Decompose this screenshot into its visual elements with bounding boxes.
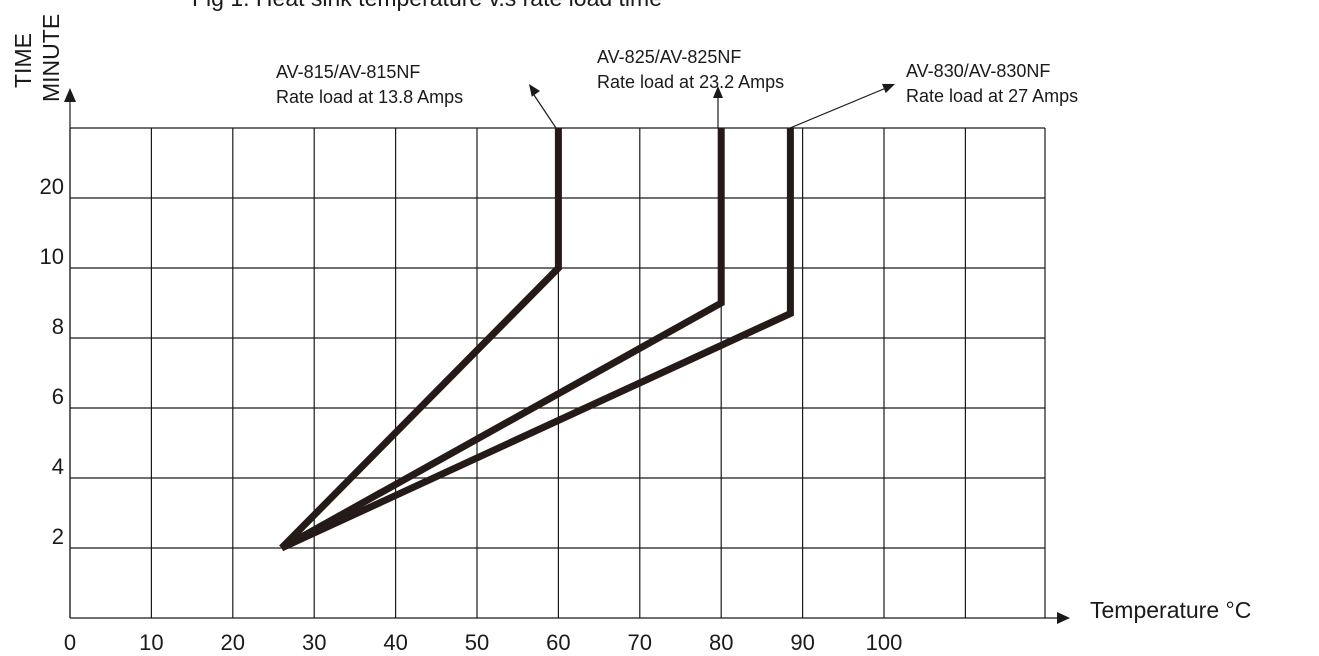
series-line-2 xyxy=(279,128,725,552)
x-tick-label: 50 xyxy=(465,630,489,655)
axes xyxy=(64,88,1070,624)
leader-arrowhead xyxy=(713,86,723,98)
x-tick-label: 100 xyxy=(866,630,903,655)
series-line-1 xyxy=(279,128,562,551)
y-tick-label: 2 xyxy=(52,524,64,549)
series-rate-label: Rate load at 13.8 Amps xyxy=(276,87,463,107)
y-tick-label: 20 xyxy=(40,174,64,199)
chart-title: Fig 1. Heat sink temperature v.s rate lo… xyxy=(192,0,662,11)
series-name-label: AV-825/AV-825NF xyxy=(597,47,741,67)
x-axis-label: Temperature °C xyxy=(1090,597,1251,623)
y-tick-label: 6 xyxy=(52,384,64,409)
x-axis-arrow xyxy=(1057,612,1070,624)
leader-line xyxy=(531,91,557,129)
series-line-3 xyxy=(280,128,794,552)
leader-line xyxy=(789,87,887,129)
x-tick-label: 80 xyxy=(709,630,733,655)
x-tick-label: 0 xyxy=(64,630,76,655)
series-name-label: AV-830/AV-830NF xyxy=(906,61,1050,81)
series-name-label: AV-815/AV-815NF xyxy=(276,62,420,82)
x-tick-labels: 0 10 20 30 40 50 60 70 80 90 100 xyxy=(64,630,902,655)
x-tick-label: 70 xyxy=(628,630,652,655)
x-tick-label: 90 xyxy=(790,630,814,655)
x-tick-label: 20 xyxy=(221,630,245,655)
annotations: AV-815/AV-815NF Rate load at 13.8 Amps AV-… xyxy=(276,47,1078,129)
series-rate-label: Rate load at 27 Amps xyxy=(906,86,1078,106)
leader-arrowhead xyxy=(529,84,540,97)
leader-arrowhead xyxy=(882,83,895,94)
y-axis-label-time: TIME xyxy=(10,33,36,88)
y-axis-arrow xyxy=(64,88,76,102)
y-tick-labels: 2 4 6 8 10 20 xyxy=(40,174,64,549)
x-tick-label: 10 xyxy=(139,630,163,655)
x-tick-label: 40 xyxy=(383,630,407,655)
y-tick-label: 4 xyxy=(52,454,64,479)
x-tick-label: 60 xyxy=(546,630,570,655)
y-axis-label-minute: MINUTE xyxy=(38,14,64,102)
x-tick-label: 30 xyxy=(302,630,326,655)
y-tick-label: 10 xyxy=(40,244,64,269)
y-tick-label: 8 xyxy=(52,314,64,339)
series-rate-label: Rate load at 23.2 Amps xyxy=(597,72,784,92)
series-lines xyxy=(279,128,794,552)
